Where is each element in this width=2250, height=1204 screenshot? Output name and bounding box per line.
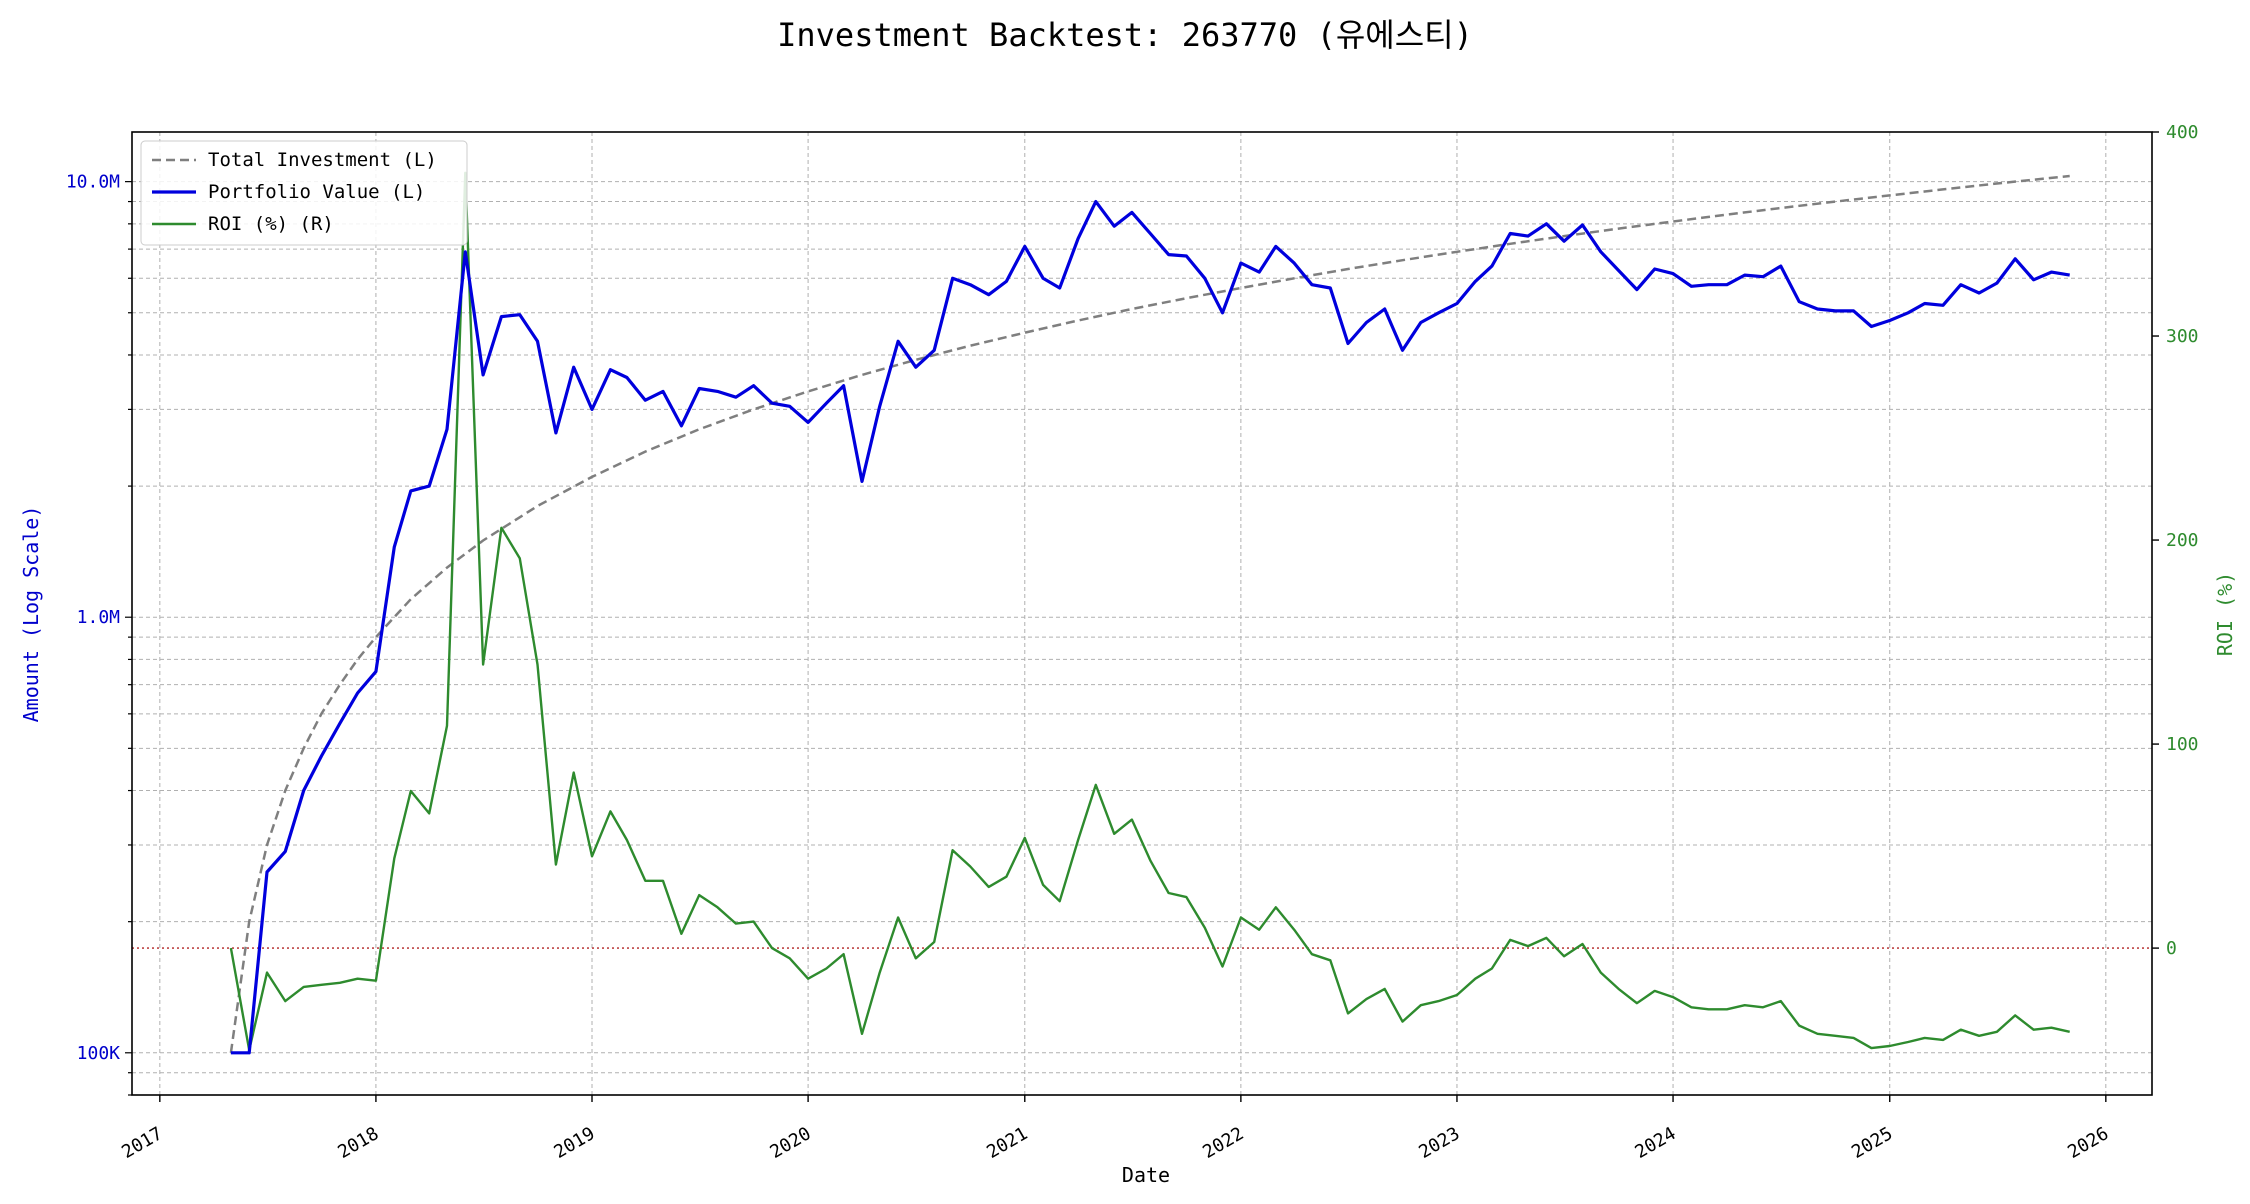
y-right-tick-label: 400	[2166, 122, 2199, 143]
series-line-2	[229, 171, 2070, 1052]
legend-label: ROI (%) (R)	[208, 213, 334, 235]
series-layer	[132, 171, 2152, 1055]
x-axis-label: Date	[1122, 1163, 1170, 1187]
legend-label: Portfolio Value (L)	[208, 181, 425, 203]
legend-label: Total Investment (L)	[208, 149, 437, 171]
right-axis-label: ROI (%)	[2213, 572, 2237, 656]
y-right-tick-label: 100	[2166, 734, 2199, 755]
y-right-tick-label: 0	[2166, 938, 2177, 959]
series-line-0	[229, 174, 2070, 1053]
y-left-tick-label: 100K	[77, 1043, 121, 1064]
grid-layer	[132, 132, 2152, 1096]
legend: Total Investment (L) Portfolio Value (L) R…	[140, 140, 468, 246]
left-axis-label: Amount (Log Scale)	[19, 506, 43, 723]
plot-frame	[131, 131, 2153, 1096]
chart-title: Investment Backtest: 263770 (유에스티)	[777, 16, 1473, 54]
y-left-tick-label: 10.0M	[66, 172, 120, 193]
y-right-tick-label: 300	[2166, 326, 2199, 347]
series-line-1	[230, 200, 2070, 1055]
y-right-tick-label: 200	[2166, 530, 2199, 551]
legend-box	[140, 140, 468, 246]
y-left-tick-label: 1.0M	[77, 607, 121, 628]
